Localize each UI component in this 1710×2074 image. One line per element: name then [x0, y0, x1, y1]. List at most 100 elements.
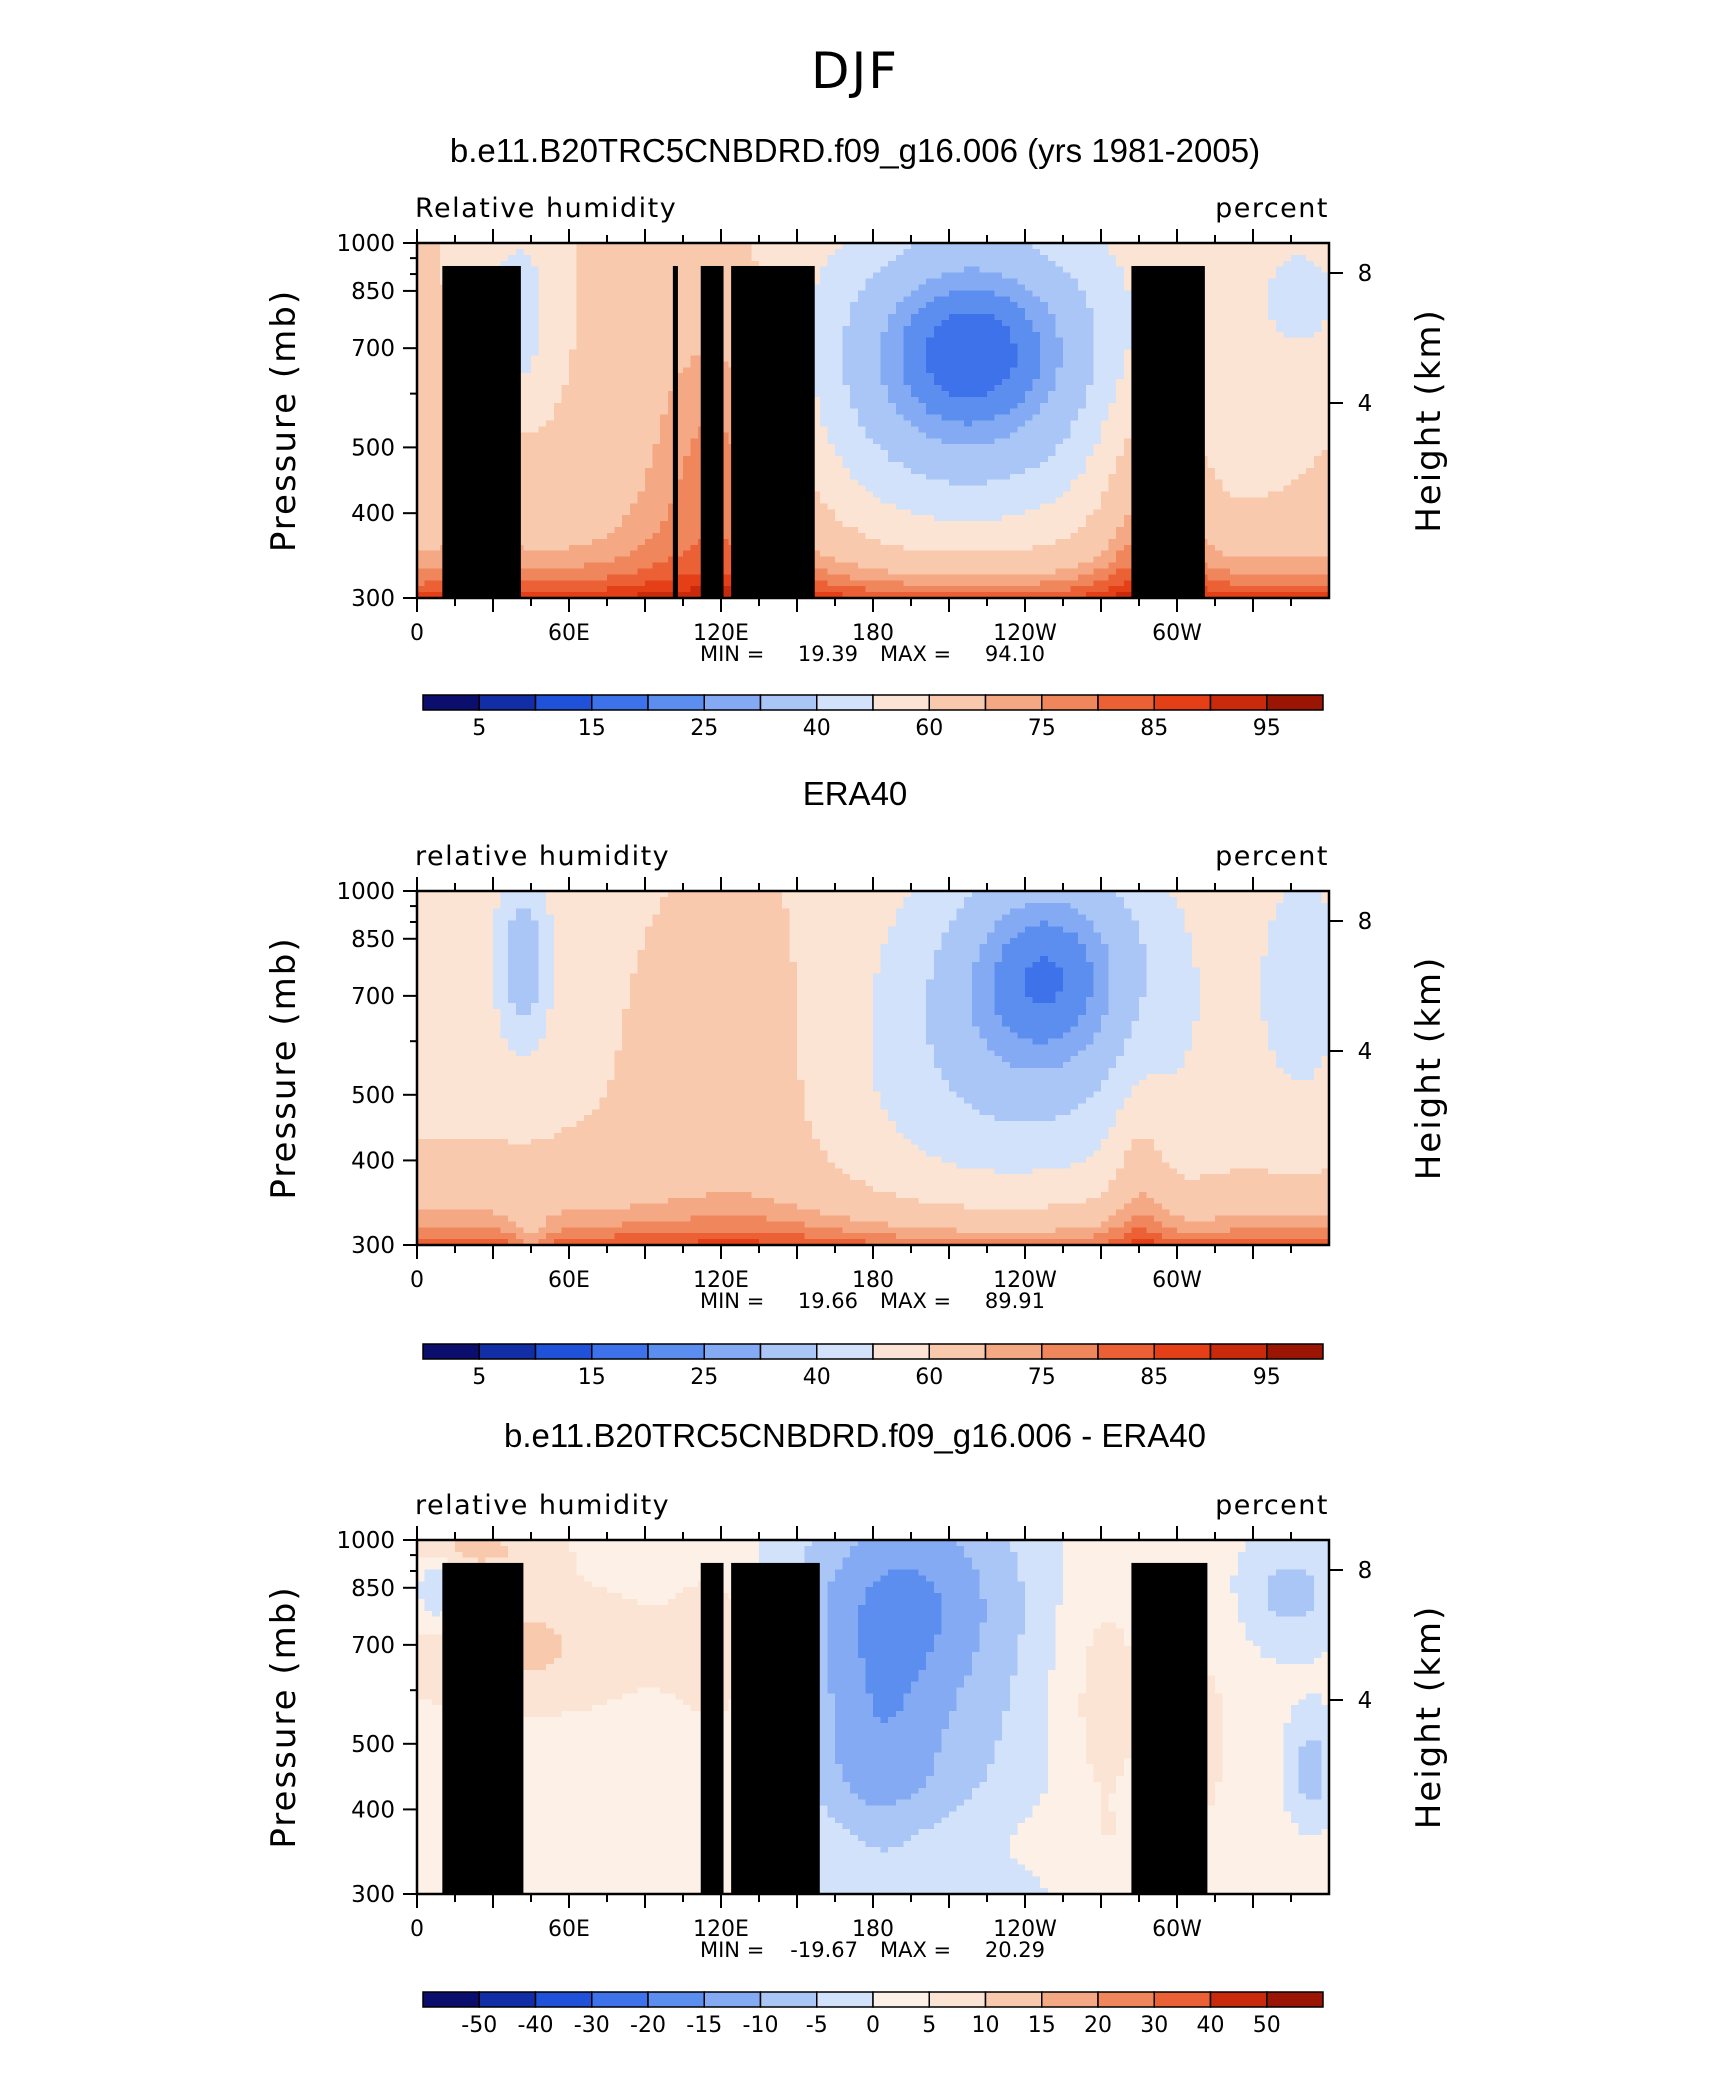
field-cell: [607, 444, 615, 451]
field-cell: [1124, 373, 1132, 380]
field-cell: [964, 284, 972, 291]
field-cell: [827, 344, 835, 351]
field-cell: [599, 403, 607, 410]
field-cell: [1002, 261, 1010, 268]
field-cell: [873, 444, 881, 451]
field-cell: [1306, 344, 1314, 351]
field-cell: [995, 480, 1003, 487]
field-cell: [949, 249, 957, 256]
field-cell: [501, 255, 509, 262]
field-cell: [888, 415, 896, 422]
field-cell: [554, 273, 562, 280]
field-cell: [485, 255, 493, 262]
field-cell: [1223, 279, 1231, 286]
field-cell: [843, 385, 851, 392]
field-cell: [637, 338, 645, 345]
field-cell: [1101, 267, 1109, 274]
field-cell: [546, 379, 554, 386]
field-cell: [592, 320, 600, 327]
field-cell: [569, 302, 577, 309]
field-cell: [1025, 468, 1033, 475]
field-cell: [827, 267, 835, 274]
field-cell: [1101, 415, 1109, 422]
field-cell: [569, 273, 577, 280]
field-cell: [1306, 296, 1314, 303]
field-cell: [1147, 249, 1155, 256]
field-cell: [1283, 397, 1291, 404]
field-cell: [843, 421, 851, 428]
field-cell: [820, 438, 828, 445]
field-cell: [1078, 480, 1086, 487]
field-cell: [1299, 279, 1307, 286]
field-cell: [1291, 326, 1299, 333]
field-cell: [447, 249, 455, 256]
field-cell: [1048, 302, 1056, 309]
field-cell: [873, 486, 881, 493]
field-cell: [1048, 261, 1056, 268]
field-cell: [1207, 320, 1215, 327]
field-cell: [972, 261, 980, 268]
field-cell: [1002, 332, 1010, 339]
field-cell: [1086, 409, 1094, 416]
field-cell: [1002, 474, 1010, 481]
field-cell: [1063, 279, 1071, 286]
field-cell: [1299, 444, 1307, 451]
field-cell: [820, 426, 828, 433]
field-cell: [653, 273, 661, 280]
field-cell: [1040, 409, 1048, 416]
field-cell: [1116, 444, 1124, 451]
field-cell: [1101, 397, 1109, 404]
field-cell: [995, 355, 1003, 362]
field-cell: [1238, 426, 1246, 433]
field-cell: [425, 267, 433, 274]
field-cell: [919, 474, 927, 481]
field-cell: [425, 326, 433, 333]
field-cell: [1078, 421, 1086, 428]
field-cell: [1048, 409, 1056, 416]
field-cell: [827, 290, 835, 297]
field-cell: [653, 314, 661, 321]
field-cell: [1261, 308, 1269, 315]
field-cell: [584, 255, 592, 262]
field-cell: [957, 338, 965, 345]
field-cell: [858, 367, 866, 374]
field-cell: [622, 397, 630, 404]
field-cell: [1109, 468, 1117, 475]
field-cell: [903, 373, 911, 380]
field-cell: [645, 397, 653, 404]
field-cell: [934, 320, 942, 327]
field-cell: [949, 308, 957, 315]
field-cell: [660, 468, 668, 475]
field-cell: [615, 379, 623, 386]
field-cell: [1033, 355, 1041, 362]
field-cell: [561, 385, 569, 392]
field-cell: [1306, 326, 1314, 333]
field-cell: [1207, 444, 1215, 451]
field-cell: [1109, 403, 1117, 410]
field-cell: [949, 344, 957, 351]
field-cell: [1116, 385, 1124, 392]
field-cell: [949, 468, 957, 475]
field-cell: [539, 249, 547, 256]
field-cell: [599, 480, 607, 487]
field-cell: [1299, 432, 1307, 439]
field-cell: [1086, 338, 1094, 345]
field-cell: [470, 249, 478, 256]
field-cell: [1002, 468, 1010, 475]
field-cell: [1101, 432, 1109, 439]
field-cell: [630, 326, 638, 333]
field-cell: [607, 296, 615, 303]
field-cell: [1078, 320, 1086, 327]
field-cell: [1291, 249, 1299, 256]
field-cell: [1215, 255, 1223, 262]
field-cell: [1048, 320, 1056, 327]
field-cell: [1299, 367, 1307, 374]
field-cell: [1071, 267, 1079, 274]
field-cell: [858, 415, 866, 422]
field-cell: [1116, 462, 1124, 469]
field-cell: [1086, 326, 1094, 333]
field-cell: [539, 474, 547, 481]
field-cell: [653, 284, 661, 291]
field-cell: [1314, 432, 1322, 439]
